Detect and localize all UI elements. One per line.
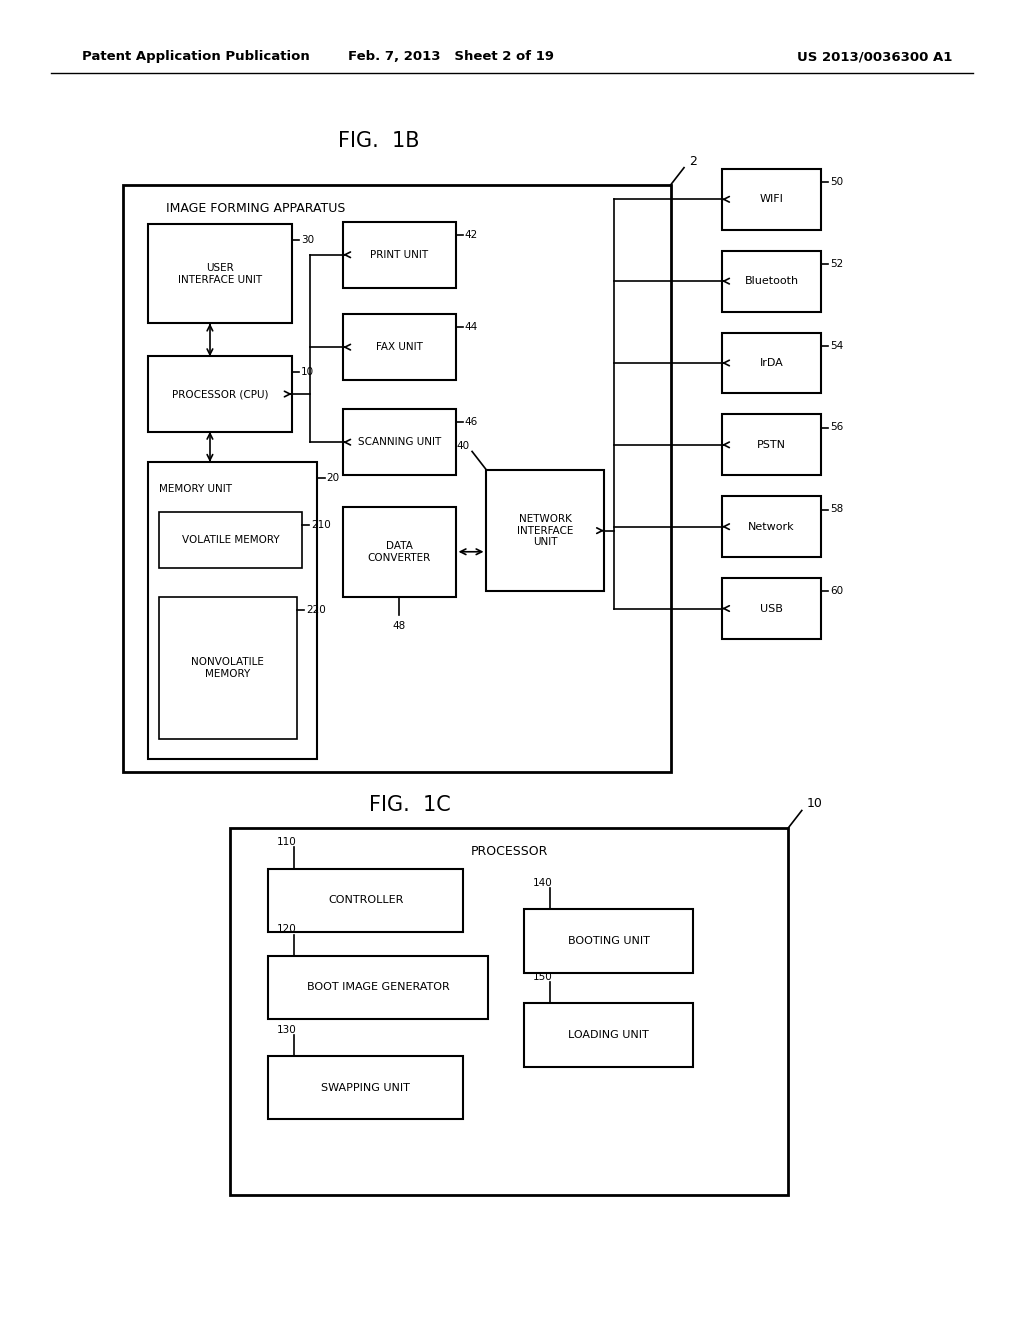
- FancyBboxPatch shape: [268, 1056, 463, 1119]
- Text: 58: 58: [830, 504, 844, 515]
- Text: 140: 140: [532, 878, 552, 888]
- Text: 60: 60: [830, 586, 844, 597]
- Text: Network: Network: [749, 521, 795, 532]
- Text: 110: 110: [276, 837, 296, 847]
- Text: PRINT UNIT: PRINT UNIT: [371, 249, 428, 260]
- FancyBboxPatch shape: [268, 956, 488, 1019]
- Text: SCANNING UNIT: SCANNING UNIT: [357, 437, 441, 447]
- Text: Bluetooth: Bluetooth: [744, 276, 799, 286]
- Text: MEMORY UNIT: MEMORY UNIT: [159, 484, 231, 495]
- Text: 48: 48: [393, 620, 406, 631]
- Text: 46: 46: [465, 417, 478, 428]
- Text: 210: 210: [311, 520, 331, 531]
- Text: CONTROLLER: CONTROLLER: [328, 895, 403, 906]
- FancyBboxPatch shape: [486, 470, 604, 591]
- FancyBboxPatch shape: [148, 356, 292, 432]
- FancyBboxPatch shape: [722, 578, 821, 639]
- Text: 52: 52: [830, 259, 844, 269]
- FancyBboxPatch shape: [524, 909, 693, 973]
- Text: 10: 10: [807, 797, 823, 810]
- FancyBboxPatch shape: [524, 1003, 693, 1067]
- Text: 2: 2: [689, 154, 697, 168]
- Text: IMAGE FORMING APPARATUS: IMAGE FORMING APPARATUS: [166, 202, 346, 215]
- Text: 56: 56: [830, 422, 844, 433]
- Text: 150: 150: [532, 972, 552, 982]
- FancyBboxPatch shape: [722, 333, 821, 393]
- FancyBboxPatch shape: [722, 251, 821, 312]
- Text: 20: 20: [327, 473, 340, 483]
- Text: 130: 130: [276, 1024, 296, 1035]
- FancyBboxPatch shape: [722, 496, 821, 557]
- FancyBboxPatch shape: [722, 169, 821, 230]
- Text: Feb. 7, 2013   Sheet 2 of 19: Feb. 7, 2013 Sheet 2 of 19: [347, 50, 554, 63]
- Text: 54: 54: [830, 341, 844, 351]
- Text: NONVOLATILE
MEMORY: NONVOLATILE MEMORY: [191, 657, 264, 678]
- FancyBboxPatch shape: [343, 507, 456, 597]
- FancyBboxPatch shape: [343, 314, 456, 380]
- Text: 40: 40: [457, 441, 470, 451]
- Text: 120: 120: [276, 924, 296, 935]
- FancyBboxPatch shape: [148, 462, 317, 759]
- FancyBboxPatch shape: [230, 828, 788, 1195]
- FancyBboxPatch shape: [159, 597, 297, 739]
- Text: 10: 10: [301, 367, 314, 378]
- Text: 220: 220: [306, 605, 326, 615]
- Text: WIFI: WIFI: [760, 194, 783, 205]
- Text: 50: 50: [830, 177, 844, 187]
- Text: BOOT IMAGE GENERATOR: BOOT IMAGE GENERATOR: [307, 982, 450, 993]
- Text: PROCESSOR (CPU): PROCESSOR (CPU): [172, 389, 268, 399]
- FancyBboxPatch shape: [343, 222, 456, 288]
- Text: BOOTING UNIT: BOOTING UNIT: [568, 936, 649, 946]
- FancyBboxPatch shape: [148, 224, 292, 323]
- Text: 42: 42: [465, 230, 478, 240]
- Text: NETWORK
INTERFACE
UNIT: NETWORK INTERFACE UNIT: [517, 513, 573, 548]
- FancyBboxPatch shape: [123, 185, 671, 772]
- Text: PROCESSOR: PROCESSOR: [471, 845, 548, 858]
- Text: SWAPPING UNIT: SWAPPING UNIT: [322, 1082, 410, 1093]
- Text: DATA
CONVERTER: DATA CONVERTER: [368, 541, 431, 562]
- Text: FIG.  1B: FIG. 1B: [338, 131, 420, 152]
- Text: VOLATILE MEMORY: VOLATILE MEMORY: [181, 535, 280, 545]
- FancyBboxPatch shape: [343, 409, 456, 475]
- Text: USER
INTERFACE UNIT: USER INTERFACE UNIT: [178, 263, 262, 285]
- Text: US 2013/0036300 A1: US 2013/0036300 A1: [797, 50, 952, 63]
- Text: LOADING UNIT: LOADING UNIT: [568, 1030, 649, 1040]
- Text: USB: USB: [760, 603, 783, 614]
- Text: IrDA: IrDA: [760, 358, 783, 368]
- FancyBboxPatch shape: [722, 414, 821, 475]
- Text: Patent Application Publication: Patent Application Publication: [82, 50, 309, 63]
- FancyBboxPatch shape: [268, 869, 463, 932]
- Text: 30: 30: [301, 235, 314, 246]
- Text: FAX UNIT: FAX UNIT: [376, 342, 423, 352]
- Text: FIG.  1C: FIG. 1C: [369, 795, 451, 816]
- Text: PSTN: PSTN: [757, 440, 786, 450]
- FancyBboxPatch shape: [159, 512, 302, 568]
- Text: 44: 44: [465, 322, 478, 333]
